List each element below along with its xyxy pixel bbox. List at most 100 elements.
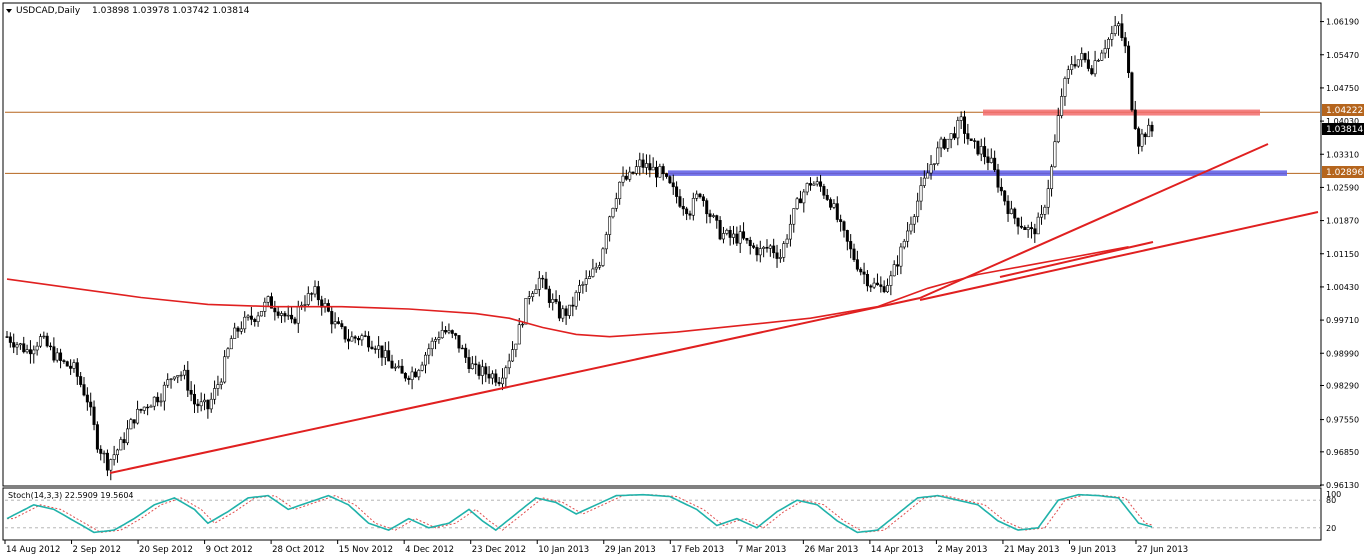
candle [1056,107,1060,144]
candle [1093,50,1097,77]
candle-body [748,239,752,247]
candle-body [417,370,421,378]
candle-body [561,308,565,319]
candle [979,138,983,162]
candle [450,329,454,339]
x-tick-label: 9 Jun 2013 [1070,545,1116,555]
mid-trendline[interactable] [919,211,1319,301]
candle [1133,100,1137,130]
candle-body [474,363,478,366]
candle [189,381,193,402]
candle [1083,52,1087,63]
candle [681,198,685,216]
candle-body [206,399,210,410]
candle [952,126,956,141]
candle-body [280,313,284,316]
long-term-trendline[interactable] [109,297,921,474]
candle [792,208,796,233]
candle-body [397,365,401,368]
candle [363,330,367,338]
candle-body [705,200,709,215]
candle-body [12,342,16,348]
candle [537,271,541,297]
candle-body [413,371,417,378]
steep-trendline[interactable] [919,143,1269,299]
candle-body [377,345,381,350]
candle [430,337,434,357]
candle-body [1133,109,1137,129]
candle-body [1019,225,1023,228]
candle-body [869,285,873,288]
candle [909,216,913,235]
candle-body [306,293,310,305]
candle-body [52,346,56,361]
candle-body [721,233,725,240]
candle-body [360,335,364,341]
candle [49,342,53,351]
candle-body [665,173,669,177]
candle-body [276,311,280,316]
candle [38,333,42,348]
candle-body [973,140,977,142]
candle-body [186,369,190,391]
candle-body [447,330,451,333]
stochastic-indicator: 80 20 100 [5,490,1341,534]
candle-body [8,336,12,343]
candle [996,163,1000,193]
candle [591,258,595,278]
x-tick-label: 23 Dec 2012 [472,545,526,555]
x-tick-label: 9 Oct 2012 [206,545,253,555]
candle [1143,132,1147,145]
candle [638,152,642,176]
candle-body [79,376,83,385]
candle [715,214,719,229]
y-tick-label: 1.04750 [1326,84,1359,93]
candle-body [330,311,334,325]
candle [203,393,207,411]
x-tick-label: 2 May 2013 [937,545,987,555]
candle [882,280,886,294]
candle [259,311,263,317]
candle-body [1023,227,1027,231]
candle [999,178,1003,196]
candle-body [571,304,575,307]
candle-body [199,401,203,407]
ohlc-values: 1.03898 1.03978 1.03742 1.03814 [92,6,250,16]
candle [293,316,297,325]
y-tick-label: 1.02590 [1326,183,1359,192]
candle-body [812,183,816,186]
candle-body [715,215,719,221]
candle [1040,205,1044,225]
candle [440,321,444,339]
candle-body [500,377,504,385]
candle [1106,37,1110,58]
candle [55,348,59,363]
candle [581,281,585,294]
candle [273,300,277,321]
candle [949,133,953,149]
candle [410,366,414,390]
dropdown-triangle-icon[interactable] [6,9,12,13]
candle-body [752,245,756,248]
candle [1060,88,1064,119]
short-trendline[interactable] [999,241,1154,278]
candle-body [651,166,655,171]
candle-body [89,401,93,408]
candle [956,116,960,146]
candle-body [879,284,883,287]
candle [946,138,950,152]
candle [829,197,833,211]
candle-body [1003,190,1007,202]
candle-body [614,198,618,209]
candle-body [470,363,474,369]
x-tick-label: 7 Mar 2013 [738,545,786,555]
candle-body [855,259,859,270]
candle-body [1113,25,1117,35]
candle-body [681,206,685,210]
candle [728,226,732,246]
candle-body [641,159,645,168]
candle [859,267,863,276]
candle-body [22,343,26,353]
candle-body [758,248,762,256]
